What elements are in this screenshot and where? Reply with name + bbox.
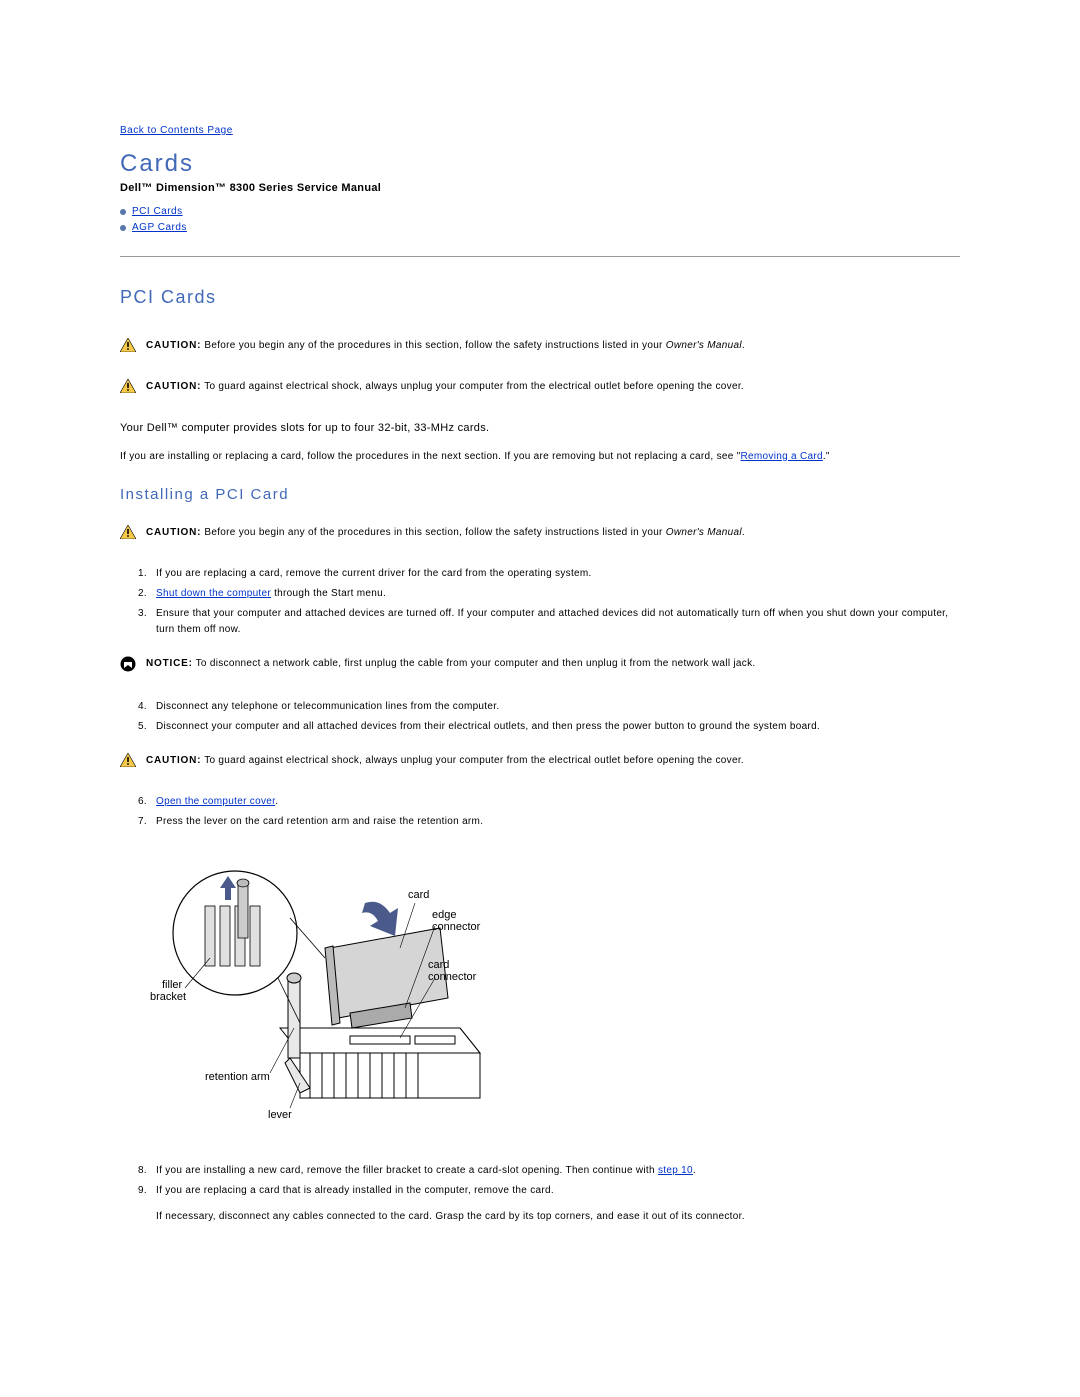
step-text: If you are replacing a card, remove the … (156, 568, 592, 579)
notice-icon (120, 656, 136, 672)
caution-icon (120, 338, 136, 352)
page-content: Back to Contents Page Cards Dell™ Dimens… (0, 0, 1080, 1283)
manual-subtitle: Dell™ Dimension™ 8300 Series Service Man… (120, 182, 960, 194)
step-item: If you are replacing a card, remove the … (150, 566, 960, 582)
steps-list-c: Open the computer cover. Press the lever… (120, 794, 960, 830)
toc-link-agp[interactable]: AGP Cards (132, 220, 187, 236)
caution-text: To guard against electrical shock, alway… (201, 381, 744, 392)
toc-item-agp: AGP Cards (120, 220, 960, 236)
toc-link-pci[interactable]: PCI Cards (132, 204, 183, 220)
step-text: If you are installing a new card, remove… (156, 1165, 658, 1176)
steps-list-b: Disconnect any telephone or telecommunic… (120, 699, 960, 735)
caution-icon (120, 753, 136, 767)
subsection-heading-install: Installing a PCI Card (120, 486, 960, 503)
notice-label: NOTICE: (146, 658, 193, 669)
intro-text-b: ." (823, 451, 830, 462)
step-text: Ensure that your computer and attached d… (156, 608, 948, 635)
back-to-contents-link[interactable]: Back to Contents Page (120, 125, 233, 136)
step-extra-text: If necessary, disconnect any cables conn… (156, 1209, 960, 1225)
body-paragraph: If you are installing or replacing a car… (120, 449, 960, 464)
caution-text: Before you begin any of the procedures i… (201, 340, 665, 351)
toc-item-pci: PCI Cards (120, 204, 960, 220)
bullet-icon (120, 209, 126, 215)
bullet-icon (120, 225, 126, 231)
caution-label: CAUTION: (146, 381, 201, 392)
step-text: through the Start menu. (271, 588, 386, 599)
steps-list-a: If you are replacing a card, remove the … (120, 566, 960, 638)
diagram-figure: card edgeconnector cardconnector fillerb… (150, 848, 960, 1133)
section-heading-pci: PCI Cards (120, 287, 960, 308)
label-lever: lever (268, 1109, 292, 1121)
caution-block: CAUTION: To guard against electrical sho… (120, 753, 960, 772)
caution-icon (120, 379, 136, 393)
caution-icon (120, 525, 136, 539)
caution-label: CAUTION: (146, 755, 201, 766)
notice-block: NOTICE: To disconnect a network cable, f… (120, 656, 960, 677)
down-arrow-icon (362, 901, 398, 935)
step-text-end: . (693, 1165, 696, 1176)
label-card-conn: cardconnector (428, 959, 477, 983)
caution-italic: Owner's Manual (666, 527, 742, 538)
step-item: Press the lever on the card retention ar… (150, 814, 960, 830)
caution-block: CAUTION: To guard against electrical sho… (120, 379, 960, 398)
step10-link[interactable]: step 10 (658, 1165, 693, 1176)
steps-list-d: If you are installing a new card, remove… (120, 1163, 960, 1225)
intro-text-a: If you are installing or replacing a car… (120, 451, 741, 462)
label-retention: retention arm (205, 1071, 270, 1083)
label-card: card (408, 889, 429, 901)
caution-label: CAUTION: (146, 340, 201, 351)
step-text: Disconnect your computer and all attache… (156, 721, 820, 732)
step-item: Disconnect any telephone or telecommunic… (150, 699, 960, 715)
page-title: Cards (120, 150, 960, 178)
caution-text: To guard against electrical shock, alway… (201, 755, 744, 766)
open-cover-link[interactable]: Open the computer cover (156, 796, 275, 807)
step-text: Press the lever on the card retention ar… (156, 816, 483, 827)
step-item: Shut down the computer through the Start… (150, 586, 960, 602)
step-text: If you are replacing a card that is alre… (156, 1185, 554, 1196)
step-item: If you are installing a new card, remove… (150, 1163, 960, 1179)
shutdown-link[interactable]: Shut down the computer (156, 588, 271, 599)
section-divider (120, 256, 960, 257)
caution-text-end: . (742, 527, 745, 538)
caution-block: CAUTION: Before you begin any of the pro… (120, 525, 960, 544)
label-filler: fillerbracket (150, 979, 186, 1003)
caution-italic: Owner's Manual (666, 340, 742, 351)
removing-card-link[interactable]: Removing a Card (741, 451, 823, 462)
notice-text: To disconnect a network cable, first unp… (193, 658, 756, 669)
caution-text-end: . (742, 340, 745, 351)
label-edge: edgeconnector (432, 909, 481, 933)
pci-card-diagram: card edgeconnector cardconnector fillerb… (150, 848, 490, 1128)
caution-text: Before you begin any of the procedures i… (201, 527, 665, 538)
caution-block: CAUTION: Before you begin any of the pro… (120, 338, 960, 357)
step-item: If you are replacing a card that is alre… (150, 1183, 960, 1225)
step-item: Open the computer cover. (150, 794, 960, 810)
step-text: . (275, 796, 278, 807)
toc-list: PCI Cards AGP Cards (120, 204, 960, 236)
caution-label: CAUTION: (146, 527, 201, 538)
body-paragraph: Your Dell™ computer provides slots for u… (120, 420, 960, 437)
step-item: Ensure that your computer and attached d… (150, 606, 960, 638)
step-item: Disconnect your computer and all attache… (150, 719, 960, 735)
step-text: Disconnect any telephone or telecommunic… (156, 701, 499, 712)
